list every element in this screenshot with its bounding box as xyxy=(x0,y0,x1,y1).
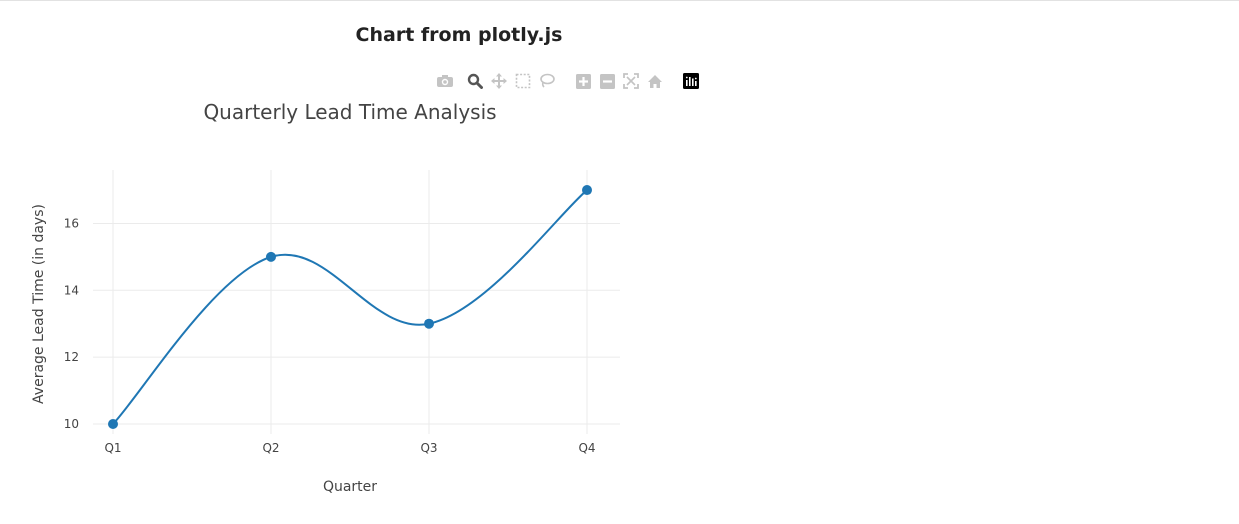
data-point[interactable] xyxy=(582,185,592,196)
autoscale-icon[interactable] xyxy=(621,71,641,91)
line-chart[interactable]: Q1 Q2 Q3 Q4 10 12 14 16 Quarterly Lead Time An… xyxy=(0,90,700,520)
data-point[interactable] xyxy=(108,418,118,429)
chart-title: Quarterly Lead Time Analysis xyxy=(203,100,496,124)
lasso-select-icon[interactable] xyxy=(537,71,557,91)
x-tick-label: Q1 xyxy=(104,441,121,455)
y-gridlines xyxy=(93,222,620,425)
zoom-out-icon[interactable] xyxy=(597,71,617,91)
series-layer xyxy=(112,189,588,425)
x-gridlines xyxy=(112,170,588,434)
y-tick-label: 14 xyxy=(64,283,79,297)
data-point[interactable] xyxy=(424,318,434,329)
x-tick-label: Q2 xyxy=(262,441,279,455)
modebar xyxy=(435,71,705,91)
plotly-logo-icon[interactable] xyxy=(681,71,701,91)
x-tick-label: Q3 xyxy=(420,441,437,455)
marker-layer xyxy=(108,185,592,429)
camera-icon[interactable] xyxy=(435,71,455,91)
zoom-icon[interactable] xyxy=(465,71,485,91)
pan-icon[interactable] xyxy=(489,71,509,91)
y-tick-label: 10 xyxy=(64,417,79,431)
series-line[interactable] xyxy=(112,189,588,425)
chart-container: Q1 Q2 Q3 Q4 10 12 14 16 Quarterly Lead Time An… xyxy=(0,90,700,520)
y-tick-label: 16 xyxy=(64,216,79,230)
x-axis-title: Quarter xyxy=(323,479,377,495)
box-select-icon[interactable] xyxy=(513,71,533,91)
y-tick-labels: 10 12 14 16 xyxy=(64,216,79,431)
y-tick-label: 12 xyxy=(64,350,79,364)
x-tick-label: Q4 xyxy=(578,441,595,455)
zoom-in-icon[interactable] xyxy=(573,71,593,91)
page-title: Chart from plotly.js xyxy=(355,24,563,46)
x-tick-labels: Q1 Q2 Q3 Q4 xyxy=(104,441,595,455)
y-axis-title: Average Lead Time (in days) xyxy=(31,204,47,404)
data-point[interactable] xyxy=(266,251,276,262)
reset-axes-icon[interactable] xyxy=(645,71,665,91)
top-border xyxy=(0,0,1239,1)
